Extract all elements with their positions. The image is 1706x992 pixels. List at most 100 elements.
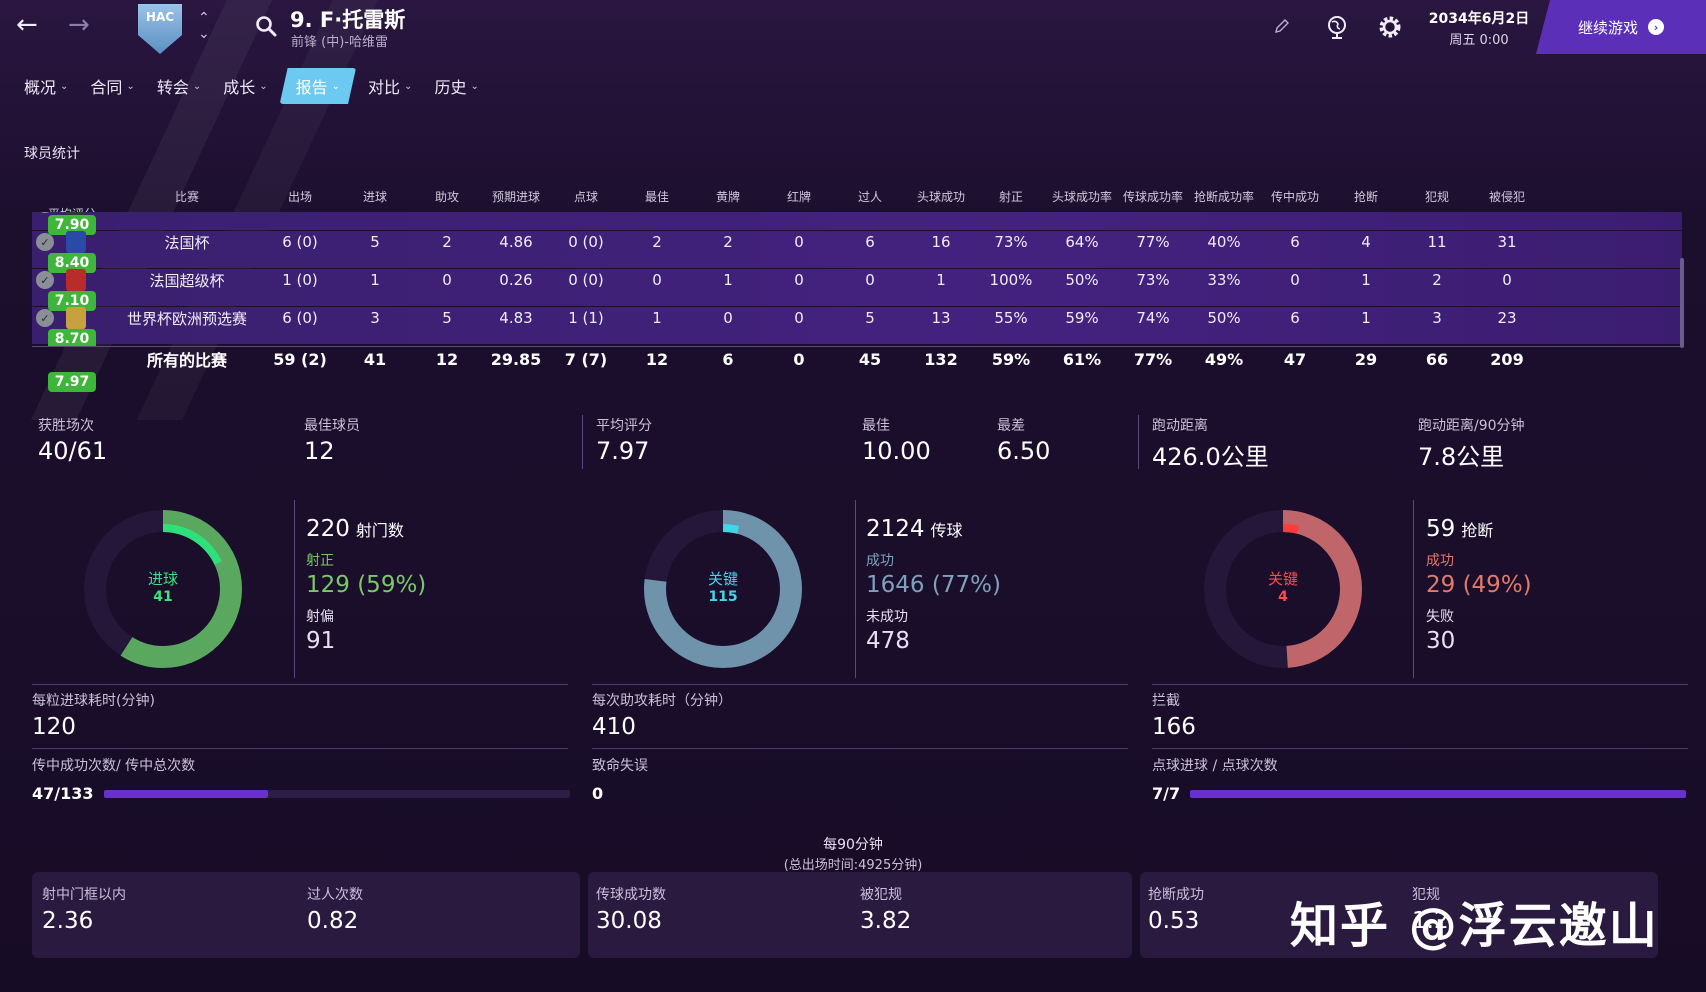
per90-card: 射中门框以内 2.36 过人次数 0.82 — [32, 872, 580, 958]
donut-center-label: 关键 4 — [1198, 568, 1368, 605]
column-header[interactable]: 点球 — [573, 190, 598, 204]
stat-sub1-value: 129 (59%) — [306, 572, 427, 598]
total-cell: 59 (2) — [273, 349, 327, 369]
per90-metric: 抢断成功 0.53 — [1148, 884, 1204, 934]
crosses-bar — [103, 789, 570, 798]
column-header[interactable]: 比赛 — [174, 190, 199, 204]
table-cell: 2 — [652, 233, 662, 251]
minutes-per-assist: 每次助攻耗时（分钟） 410 — [592, 690, 732, 740]
player-switch-icon[interactable]: ⌃ ⌄ — [198, 10, 210, 42]
table-cell: 31 — [1497, 233, 1517, 251]
tab-development[interactable]: 成长 ⌄ — [213, 68, 277, 104]
check-icon[interactable]: ✓ — [36, 233, 54, 251]
column-header[interactable]: 出场 — [287, 190, 312, 204]
forward-arrow-icon[interactable]: → — [68, 10, 90, 40]
table-cell: 1 — [370, 271, 380, 289]
total-cell: 41 — [363, 349, 387, 369]
table-row[interactable]: ✓法国足球甲级联赛36 (1)25416.936 (6)720257755%60… — [32, 212, 1682, 235]
table-row[interactable]: ✓ 世界杯欧洲预选赛 6 (0) 3 5 4.83 1 (1) 1 0 0 5 13 55% 59% 74%… — [32, 307, 1682, 346]
summary-value: 6.50 — [997, 437, 1051, 465]
stat-sub2-value: 91 — [306, 628, 336, 654]
column-header[interactable]: 黄牌 — [715, 190, 740, 204]
total-cell: 66 — [1425, 349, 1449, 369]
crosses-bar-fill — [103, 789, 268, 798]
stat-main-value: 220 — [306, 516, 350, 542]
table-cell: 0 — [794, 309, 804, 327]
tab-reports[interactable]: 报告 ⌄ — [280, 68, 356, 104]
column-header[interactable]: 最佳 — [644, 190, 669, 204]
summary-label: 最佳球员 — [304, 418, 360, 434]
column-header[interactable]: 传球成功率 — [1122, 190, 1183, 204]
competition-name[interactable]: 法国足球甲级联赛 — [112, 212, 262, 215]
summary-label: 获胜场次 — [38, 418, 94, 434]
column-header[interactable]: 射正 — [998, 190, 1023, 204]
search-icon[interactable] — [254, 14, 278, 38]
rating-badge: 8.70 — [48, 329, 96, 346]
pencil-icon[interactable] — [1272, 16, 1292, 36]
competition-logo-icon — [66, 269, 86, 291]
donut-arc — [644, 510, 802, 668]
table-scrollbar[interactable] — [1680, 258, 1684, 348]
column-header[interactable]: 犯规 — [1424, 190, 1449, 204]
table-cell: 55% — [976, 212, 1046, 213]
column-header[interactable]: 头球成功率 — [1051, 190, 1112, 204]
metric-value: 0.53 — [1148, 908, 1200, 934]
column-header[interactable]: 抢断 — [1353, 190, 1378, 204]
back-arrow-icon[interactable]: ← — [16, 10, 38, 40]
table-cell: 0 — [865, 271, 875, 289]
metric-label: 过人次数 — [307, 887, 363, 903]
penalties-ratio: 7/7 — [1152, 784, 1687, 803]
check-icon[interactable]: ✓ — [36, 309, 54, 327]
column-header[interactable]: 进球 — [362, 190, 387, 204]
chevron-down-icon: ⌄ — [60, 80, 69, 92]
summary-label: 最佳 — [862, 418, 890, 434]
donut-chart — [84, 510, 242, 668]
rating-badge: 7.97 — [48, 372, 96, 392]
metric-label: 射中门框以内 — [42, 887, 126, 903]
total-cell: 7 (7) — [564, 349, 608, 369]
competition-name[interactable]: 法国杯 — [164, 233, 210, 252]
divider — [592, 748, 1128, 749]
summary-stat: 平均评分 7.97 — [596, 415, 652, 465]
divider — [855, 500, 856, 678]
table-cell: 0 — [764, 212, 834, 213]
check-icon[interactable]: ✓ — [36, 271, 54, 289]
metric-label: 被犯规 — [860, 887, 902, 903]
competition-name[interactable]: 法国超级杯 — [149, 271, 225, 290]
interceptions: 拦截 166 — [1152, 690, 1196, 740]
column-header[interactable]: 抢断成功率 — [1193, 190, 1254, 204]
donut-center-value: 115 — [708, 589, 738, 605]
column-header[interactable]: 助攻 — [434, 190, 459, 204]
table-cell: 77% — [1136, 233, 1170, 251]
divider — [1152, 748, 1688, 749]
tab-transfer[interactable]: 转会 ⌄ — [147, 68, 211, 104]
column-header[interactable]: 红牌 — [786, 190, 811, 204]
table-cell: 37 — [1402, 212, 1472, 213]
table-row[interactable]: ✓ 法国杯 6 (0) 5 2 4.86 0 (0) 2 2 0 6 16 73% 64% 77% 40% 6 4… — [32, 231, 1682, 273]
competition-name[interactable]: 世界杯欧洲预选赛 — [126, 309, 247, 328]
table-total-row: 所有的比赛 59 (2) 41 12 29.85 7 (7) 12 6 0 45 132 59% 61%… — [32, 346, 1682, 392]
table-cell: 2 — [442, 233, 452, 251]
game-date[interactable]: 2034年6月2日 周五 0:00 — [1420, 8, 1538, 48]
column-header[interactable]: 头球成功 — [916, 190, 965, 204]
check-icon[interactable]: ✓ — [36, 212, 54, 213]
gear-icon[interactable] — [1376, 13, 1404, 41]
player-position[interactable]: 前锋 (中)-哈维雷 — [291, 35, 388, 50]
column-header[interactable]: 传中成功 — [1270, 190, 1319, 204]
tab-overview[interactable]: 概况 ⌄ — [14, 68, 78, 104]
rating-cell: 8.40 — [32, 253, 112, 273]
continue-button[interactable]: 继续游戏 › — [1536, 0, 1706, 54]
globe-icon[interactable] — [1324, 14, 1350, 40]
column-header[interactable]: 预期进球 — [491, 190, 540, 204]
club-badge[interactable]: HAC — [138, 4, 182, 54]
table-row[interactable]: ✓ 法国超级杯 1 (0) 1 0 0.26 0 (0) 0 1 0 0 1 100% 50% 73% 33%… — [32, 269, 1682, 311]
table-cell: 25 — [338, 212, 412, 213]
competition-logo-icon — [66, 212, 86, 215]
tab-history[interactable]: 历史 ⌄ — [424, 68, 488, 104]
table-body[interactable]: ✓法国足球甲级联赛36 (1)25416.936 (6)720257755%60… — [32, 212, 1682, 346]
tab-compare[interactable]: 对比 ⌄ — [358, 68, 422, 104]
column-header[interactable]: 被侵犯 — [1488, 190, 1525, 204]
tab-contract[interactable]: 合同 ⌄ — [80, 68, 144, 104]
column-header[interactable]: 过人 — [857, 190, 882, 204]
